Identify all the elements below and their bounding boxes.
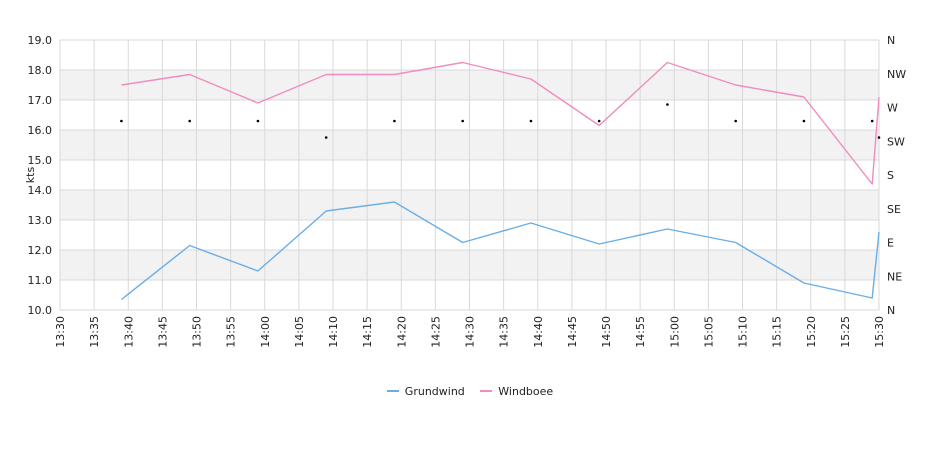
x-tick-label: 13:40 <box>122 316 135 348</box>
x-tick-label: 14:25 <box>429 316 442 348</box>
y-tick-label: 15.0 <box>28 154 53 167</box>
legend-label-grundwind: Grundwind <box>404 385 465 398</box>
direction-point <box>802 119 806 123</box>
grid-lines <box>59 39 880 311</box>
x-tick-label: 15:05 <box>702 316 715 348</box>
x-tick-label: 15:30 <box>873 316 886 348</box>
y-tick-label: 12.0 <box>28 244 53 257</box>
direction-point <box>597 119 601 123</box>
x-tick-label: 15:10 <box>737 316 750 348</box>
direction-tick-label: S <box>887 169 894 182</box>
x-tick-label: 13:50 <box>191 316 204 348</box>
x-tick-label: 13:30 <box>54 316 67 348</box>
x-tick-label: 14:00 <box>259 316 272 348</box>
x-tick-label: 14:20 <box>395 316 408 348</box>
y-axis-ticks: 10.0 11.0 12.0 13.0 14.0 15.0 16.0 17.0 18.0 19.0 <box>28 34 53 317</box>
direction-point <box>393 119 396 123</box>
series-line-grundwind <box>120 201 880 301</box>
direction-tick-label: NW <box>887 68 906 81</box>
y-tick-label: 11.0 <box>28 274 53 287</box>
y-tick-label: 16.0 <box>28 124 53 137</box>
direction-point <box>734 119 737 123</box>
direction-markers <box>120 103 881 139</box>
x-tick-label: 14:55 <box>634 316 647 348</box>
x-tick-label: 14:40 <box>532 316 545 348</box>
direction-point <box>877 136 881 139</box>
x-tick-label: 15:00 <box>668 316 681 348</box>
direction-point <box>461 119 464 123</box>
x-tick-label: 13:55 <box>225 316 238 348</box>
x-tick-label: 14:50 <box>600 316 613 348</box>
direction-point <box>256 119 260 123</box>
x-tick-label: 15:25 <box>839 316 852 348</box>
x-tick-label: 14:15 <box>361 316 374 348</box>
legend: Grundwind Windboee <box>0 385 940 403</box>
direction-point <box>188 119 191 123</box>
y-tick-label: 13.0 <box>28 214 53 227</box>
x-tick-label: 13:45 <box>156 316 169 348</box>
y-axis-label: kts <box>24 167 37 184</box>
legend-item-windboee[interactable]: Windboee <box>480 385 553 398</box>
x-tick-label: 14:45 <box>566 316 579 348</box>
series-line-windboee <box>121 61 880 185</box>
series-lines <box>120 61 880 301</box>
x-tick-label: 14:05 <box>293 316 306 348</box>
x-tick-label: 14:35 <box>498 316 511 348</box>
x-tick-label: 15:15 <box>771 316 784 348</box>
direction-point <box>666 103 669 106</box>
direction-point <box>870 119 874 123</box>
x-axis-ticks: 13:30 13:35 13:40 13:45 13:50 13:55 14:00 14:05… <box>54 316 886 348</box>
direction-tick-label: SE <box>887 203 901 216</box>
legend-swatch-windboee <box>480 390 493 392</box>
direction-tick-label: NE <box>887 270 902 283</box>
direction-tick-label: N <box>887 34 895 47</box>
x-tick-label: 15:20 <box>805 316 818 348</box>
direction-axis-ticks: N NE E SE S SW W NW N <box>887 34 906 317</box>
y-tick-label: 17.0 <box>28 94 53 107</box>
legend-swatch-grundwind <box>386 390 399 392</box>
direction-tick-label: W <box>887 102 898 115</box>
direction-tick-label: SW <box>887 135 905 148</box>
x-tick-label: 14:10 <box>327 316 340 348</box>
legend-label-windboee: Windboee <box>498 385 554 398</box>
direction-tick-label: E <box>887 237 894 250</box>
y-tick-label: 18.0 <box>28 64 53 77</box>
direction-tick-label: N <box>887 304 895 317</box>
x-tick-label: 14:30 <box>464 316 477 348</box>
y-tick-label: 14.0 <box>28 184 53 197</box>
direction-point <box>120 119 123 123</box>
x-tick-label: 13:35 <box>88 316 101 348</box>
direction-point <box>324 136 328 139</box>
y-tick-label: 10.0 <box>28 304 53 317</box>
legend-item-grundwind[interactable]: Grundwind <box>386 385 465 398</box>
y-tick-label: 19.0 <box>28 34 53 47</box>
direction-point <box>529 119 533 123</box>
